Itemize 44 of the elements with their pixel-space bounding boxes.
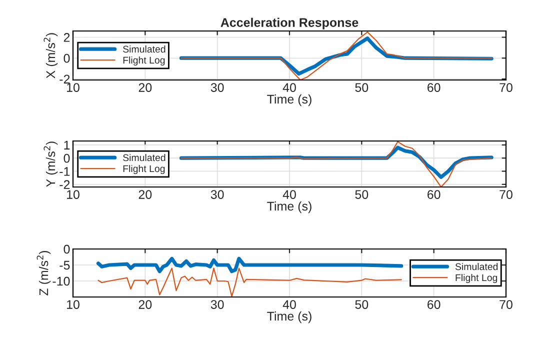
- y-tick-label: -10: [52, 276, 70, 286]
- x-axis-title: Time (s): [267, 201, 312, 214]
- x-tick-label: 20: [138, 83, 152, 92]
- x-tick-label: 70: [500, 83, 512, 92]
- legend-label: Simulated: [123, 45, 166, 53]
- x-tick-label: 20: [138, 190, 152, 199]
- y-tick-label: 0: [64, 154, 70, 163]
- x-tick-label: 40: [282, 190, 296, 199]
- x-tick-label: 30: [210, 300, 224, 309]
- x-tick-label: 40: [282, 300, 296, 309]
- x-tick-label: 50: [355, 190, 368, 199]
- x-axis-title: Time (s): [267, 311, 312, 324]
- y-tick-label: 2: [64, 33, 70, 42]
- x-axis-title: Time (s): [267, 94, 312, 106]
- legend-label: Flight Log: [123, 56, 165, 66]
- x-tick-label: 30: [210, 190, 224, 199]
- y-axis-title: Y (m/s$^{2}$): [44, 142, 58, 187]
- x-tick-label: 40: [282, 83, 296, 92]
- y-tick-label: -5: [60, 260, 70, 270]
- y-tick-label: -2: [60, 74, 70, 84]
- y-tick-label: -2: [60, 180, 70, 189]
- series-label: Flight Log: [123, 164, 165, 174]
- y-tick-label: 0: [64, 244, 70, 254]
- y-axis-title: Z (m/s$^{2}$): [36, 250, 51, 296]
- x-tick-label: 10: [67, 190, 80, 199]
- x-tick-label: 60: [428, 83, 440, 92]
- x-tick-label: 50: [355, 300, 368, 309]
- y-tick-label: -1: [60, 167, 70, 176]
- series-label: Simulated: [123, 154, 166, 162]
- y-axis-title: X (m/s$^{2}$): [44, 33, 58, 78]
- legend-label: Simulated: [455, 262, 498, 270]
- chart-title: Acceleration Response: [220, 18, 358, 30]
- x-tick-label: 70: [500, 190, 512, 199]
- x-tick-label: 10: [67, 83, 80, 92]
- x-tick-label: 10: [67, 300, 80, 309]
- x-tick-label: 30: [210, 83, 224, 92]
- x-tick-label: 60: [428, 190, 440, 199]
- x-tick-label: 50: [355, 83, 368, 92]
- legend-label: Flight Log: [456, 274, 498, 284]
- x-tick-label: 60: [428, 300, 440, 309]
- x-tick-label: 20: [138, 300, 152, 309]
- x-tick-label: 70: [500, 300, 512, 309]
- y-tick-label: 1: [64, 140, 70, 150]
- y-tick-label: 0: [64, 54, 70, 63]
